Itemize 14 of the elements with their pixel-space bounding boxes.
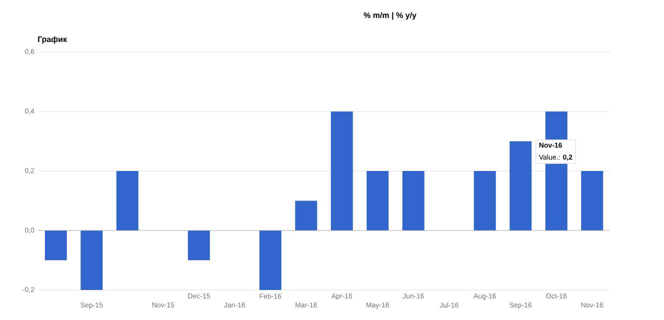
- bar: [80, 230, 103, 290]
- bar: [116, 170, 138, 230]
- chart-subtitle: График: [38, 36, 68, 44]
- bar: [581, 170, 604, 230]
- bar: [474, 170, 496, 230]
- chart-title: % m/m | % y/y: [364, 12, 416, 20]
- bar: [259, 230, 282, 290]
- bar: [295, 200, 318, 230]
- bar: [366, 170, 389, 230]
- bar: [330, 112, 353, 230]
- bar: [44, 230, 67, 260]
- bar: [510, 141, 532, 230]
- bar: [188, 230, 210, 260]
- bar: [402, 170, 424, 230]
